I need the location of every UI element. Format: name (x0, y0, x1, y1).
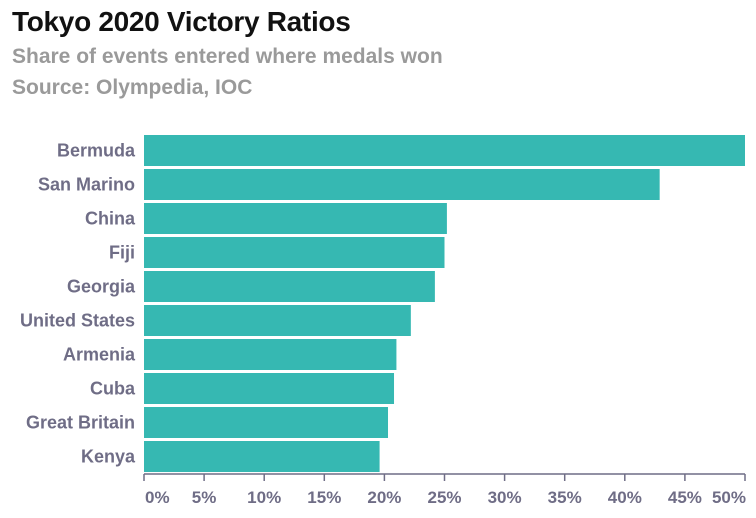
x-tick-label-10: 50% (712, 488, 746, 507)
category-label-cuba: Cuba (90, 379, 136, 399)
x-tick-label-3: 15% (307, 488, 341, 507)
x-ticks-group: 0% 5% 10% 15% 20% 25% 30% 35% 40% 45% 50% (143, 474, 746, 507)
bar-united-states (144, 305, 411, 336)
bars-group (144, 135, 745, 472)
x-tick-label-7: 35% (548, 488, 582, 507)
bar-bermuda (144, 135, 745, 166)
category-label-armenia: Armenia (63, 345, 136, 365)
category-labels-group: Bermuda San Marino China Fiji Georgia United … (20, 141, 136, 467)
bar-georgia (144, 271, 435, 302)
bar-china (144, 203, 447, 234)
category-label-great-britain: Great Britain (26, 413, 135, 433)
category-label-kenya: Kenya (81, 447, 136, 467)
chart-subtitle: Share of events entered where medals won (12, 45, 443, 68)
x-tick-label-9: 45% (668, 488, 702, 507)
chart-source: Source: Olympedia, IOC (12, 76, 253, 99)
x-tick-label-0: 0% (145, 488, 170, 507)
category-label-san-marino: San Marino (38, 175, 135, 195)
x-tick-label-1: 5% (192, 488, 217, 507)
x-tick-label-8: 40% (608, 488, 642, 507)
x-tick-label-5: 25% (427, 488, 461, 507)
category-label-bermuda: Bermuda (57, 141, 136, 161)
category-label-fiji: Fiji (109, 243, 135, 263)
category-label-united-states: United States (20, 311, 135, 331)
category-label-georgia: Georgia (67, 277, 136, 297)
bar-cuba (144, 373, 395, 404)
x-tick-label-4: 20% (367, 488, 401, 507)
bar-great-britain (144, 407, 389, 438)
bar-kenya (144, 441, 380, 472)
bar-armenia (144, 339, 397, 370)
bar-fiji (144, 237, 445, 268)
chart-title: Tokyo 2020 Victory Ratios (12, 6, 351, 37)
x-tick-label-6: 30% (488, 488, 522, 507)
category-label-china: China (85, 209, 136, 229)
x-tick-label-2: 10% (247, 488, 281, 507)
bar-san-marino (144, 169, 660, 200)
